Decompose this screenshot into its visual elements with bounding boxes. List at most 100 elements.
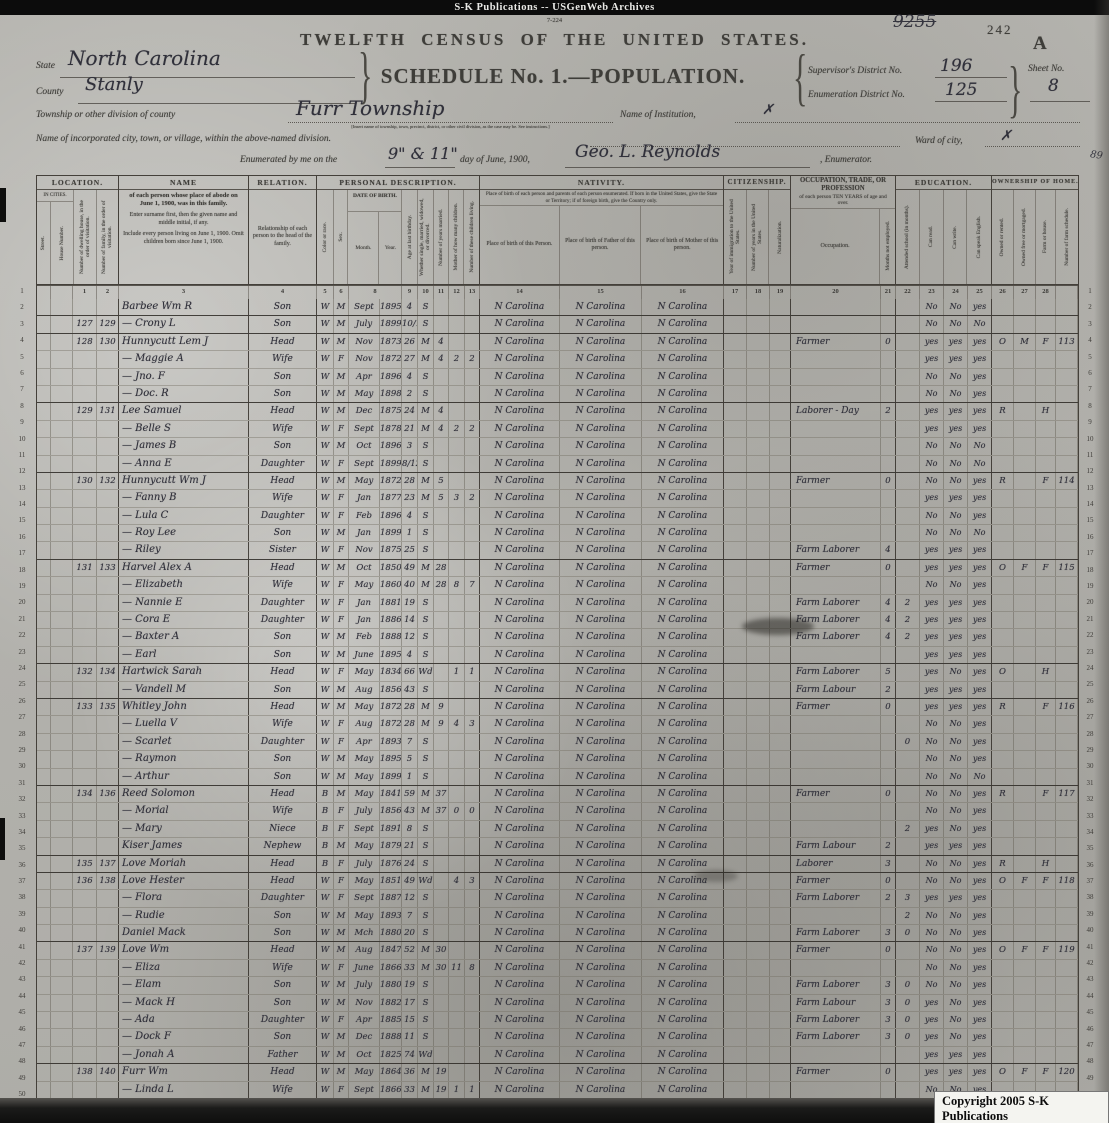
speaks-english: yes xyxy=(968,542,992,559)
birth-year: 1880 xyxy=(380,925,402,942)
family-number xyxy=(97,368,119,385)
free-mortgaged xyxy=(1014,351,1036,368)
census-row: — Doc. R Son W M May 1898 2 S N Carolina N Caroli… xyxy=(37,384,1078,403)
can-write: yes xyxy=(944,559,968,577)
months-unemployed: 0 xyxy=(881,872,896,890)
person-name: — Maggie A xyxy=(119,351,249,368)
line-number: 38 xyxy=(1086,893,1094,902)
dwelling-number xyxy=(73,768,97,785)
years-in-us xyxy=(747,507,770,525)
years-in-us xyxy=(747,977,770,994)
color-race: W xyxy=(317,768,334,785)
owned-rented xyxy=(992,994,1014,1012)
relation-title: RELATION. xyxy=(249,176,316,190)
can-read: No xyxy=(920,855,944,872)
family-number xyxy=(97,681,119,698)
street-cell xyxy=(37,768,51,785)
naturalization xyxy=(770,420,791,438)
owned-rented: O xyxy=(992,559,1014,577)
owned-rented: R xyxy=(992,785,1014,803)
dwelling-number xyxy=(73,751,97,768)
farm-house: F xyxy=(1036,559,1056,577)
free-mortgaged xyxy=(1014,733,1036,751)
pob-person: N Carolina xyxy=(480,907,560,925)
school-months xyxy=(896,316,920,333)
sex: M xyxy=(334,559,349,577)
age: 27 xyxy=(402,351,418,368)
line-number: 31 xyxy=(18,778,26,787)
years-married xyxy=(434,542,449,559)
naturalization xyxy=(770,942,791,959)
free-mortgaged xyxy=(1014,455,1036,472)
house-number-cell xyxy=(51,872,73,890)
free-mortgaged xyxy=(1014,855,1036,872)
column-number: 10 xyxy=(418,286,434,299)
farm-house xyxy=(1036,438,1056,455)
school-months xyxy=(896,559,920,577)
mother-of-children: 11 xyxy=(449,959,465,977)
family-number: 138 xyxy=(97,872,119,890)
owned-rented: O xyxy=(992,333,1014,351)
free-mortgaged xyxy=(1014,1081,1036,1098)
months-unemployed xyxy=(881,490,896,507)
mother-of-children xyxy=(449,733,465,751)
school-months xyxy=(896,542,920,559)
immigration-year xyxy=(724,385,747,403)
farm-house xyxy=(1036,959,1056,977)
pob-mother: N Carolina xyxy=(642,733,724,751)
years-married xyxy=(434,890,449,907)
school-months: 0 xyxy=(896,925,920,942)
line-number: 43 xyxy=(18,975,26,984)
free-mortgaged xyxy=(1014,490,1036,507)
immigration-year xyxy=(724,733,747,751)
birth-year: 1856 xyxy=(380,681,402,698)
farm-house xyxy=(1036,299,1056,316)
months-unemployed: 4 xyxy=(881,594,896,612)
marital-status: S xyxy=(418,768,434,785)
speaks-english: yes xyxy=(968,890,992,907)
owned-rented: O xyxy=(992,872,1014,890)
pob-mother: N Carolina xyxy=(642,994,724,1012)
can-write: No xyxy=(944,959,968,977)
color-race: W xyxy=(317,525,334,542)
house-number-cell xyxy=(51,385,73,403)
can-write: No xyxy=(944,994,968,1012)
sheet-value: 8 xyxy=(1048,76,1059,96)
pob-mother: N Carolina xyxy=(642,577,724,594)
can-read: yes xyxy=(920,646,944,664)
person-name: Furr Wm xyxy=(119,1064,249,1081)
school-months xyxy=(896,872,920,890)
speaks-english: yes xyxy=(968,559,992,577)
street-cell xyxy=(37,333,51,351)
school-months: 0 xyxy=(896,1029,920,1046)
dwelling-number: 131 xyxy=(73,559,97,577)
children-living: 1 xyxy=(465,1081,480,1098)
pob-father: N Carolina xyxy=(560,925,642,942)
farm-schedule xyxy=(1056,838,1078,855)
enumerator-name: Geo. L. Reynolds xyxy=(575,142,721,162)
children-living xyxy=(465,299,480,316)
line-number: 14 xyxy=(1086,500,1094,509)
relation-cell: Wife xyxy=(249,490,317,507)
family-number xyxy=(97,994,119,1012)
relation-cell: Son xyxy=(249,751,317,768)
pob-father: N Carolina xyxy=(560,1012,642,1029)
occupation-cell xyxy=(791,577,881,594)
township-label: Township or other division of county xyxy=(36,110,176,120)
mother-of-children xyxy=(449,438,465,455)
marital-column-label: Whether single, married, widowed, or div… xyxy=(419,198,432,276)
line-number: 21 xyxy=(18,614,26,623)
owned-rented xyxy=(992,733,1014,751)
pob-father: N Carolina xyxy=(560,507,642,525)
children-living xyxy=(465,403,480,420)
street-cell xyxy=(37,1064,51,1081)
relation-cell: Son xyxy=(249,385,317,403)
free-mortgaged xyxy=(1014,385,1036,403)
scan-bottom-bar xyxy=(0,1098,1109,1123)
line-number: 12 xyxy=(18,467,26,476)
speaks-english: No xyxy=(968,525,992,542)
farm-schedule xyxy=(1056,681,1078,698)
owned-rented xyxy=(992,820,1014,838)
pob-father-column-label: Place of birth of Father of this person. xyxy=(565,237,635,251)
owned-rented xyxy=(992,838,1014,855)
